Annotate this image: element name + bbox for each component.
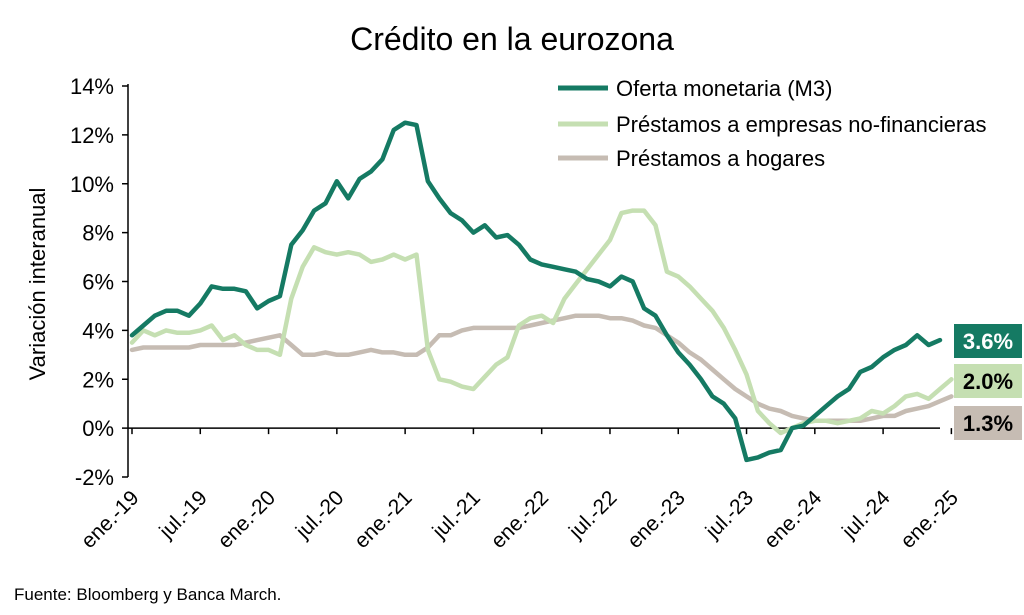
x-tick-label: ene.-24 xyxy=(760,486,827,553)
y-tick-label: 12% xyxy=(70,123,114,148)
y-tick-label: 4% xyxy=(82,318,114,343)
end-badge-0 xyxy=(954,324,1022,358)
x-tick-label: ene.-21 xyxy=(350,486,417,553)
y-tick-label: -2% xyxy=(75,465,114,490)
end-badge-2 xyxy=(954,406,1022,440)
series-lines xyxy=(129,120,954,463)
x-tick-label: ene.-25 xyxy=(896,486,963,553)
y-axis-label: Variación interanual xyxy=(25,188,50,381)
y-tick-label: 2% xyxy=(82,367,114,392)
y-tick-label: 14% xyxy=(70,74,114,99)
x-tick-label: ene.-22 xyxy=(487,486,554,553)
y-tick-label: 10% xyxy=(70,172,114,197)
x-tick-label: jul.-21 xyxy=(428,486,485,543)
source-note: Fuente: Bloomberg y Banca March. xyxy=(14,585,281,604)
chart-title: Crédito en la eurozona xyxy=(350,21,674,57)
series-line-0 xyxy=(129,120,943,463)
legend-label-0: Oferta monetaria (M3) xyxy=(616,76,832,101)
x-tick-label: ene.-20 xyxy=(213,486,280,553)
end-badge-label-1: 2.0% xyxy=(963,369,1013,394)
x-axis-ticks: ene.-19 jul.-19 ene.-20 jul.-20 ene.-21 jul.-… xyxy=(77,428,963,553)
y-tick-label: 6% xyxy=(82,270,114,295)
legend-label-1: Préstamos a empresas no-financieras xyxy=(616,112,987,137)
end-badge-label-0: 3.6% xyxy=(963,329,1013,354)
y-tick-label: 8% xyxy=(82,221,114,246)
x-tick-label: ene.-19 xyxy=(77,486,144,553)
x-tick-label: jul.-20 xyxy=(291,486,348,543)
y-tick-label: 0% xyxy=(82,416,114,441)
end-badge-label-2: 1.3% xyxy=(963,411,1013,436)
end-badge-1 xyxy=(954,364,1022,398)
legend-label-2: Préstamos a hogares xyxy=(616,146,825,171)
x-tick-label: jul.-22 xyxy=(564,486,621,543)
x-tick-label: jul.-24 xyxy=(837,486,895,544)
end-value-badges: 3.6% 2.0% 1.3% xyxy=(954,324,1022,440)
axes xyxy=(127,84,940,477)
x-tick-label: jul.-23 xyxy=(701,486,758,543)
legend: Oferta monetaria (M3) Préstamos a empresa… xyxy=(558,76,987,171)
y-axis-ticks: -2% 0% 2% 4% 6% 8% 10% 12% 14% xyxy=(70,74,128,490)
x-tick-label: jul.-19 xyxy=(154,486,211,543)
x-tick-label: ene.-23 xyxy=(623,486,690,553)
series-line-1 xyxy=(129,208,954,436)
